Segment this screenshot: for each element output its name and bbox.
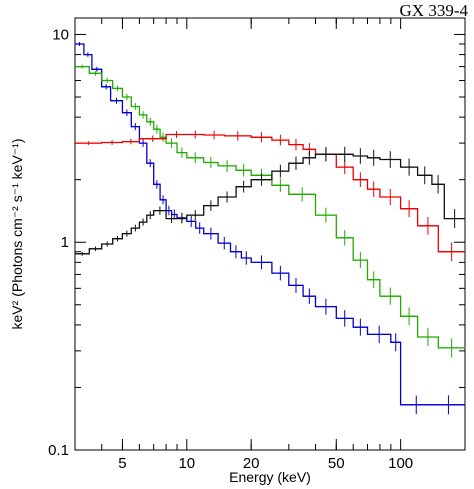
major-ticks bbox=[75, 18, 465, 451]
y-tick-label: 10 bbox=[52, 26, 69, 43]
x-tick-label: 10 bbox=[178, 455, 195, 472]
chart-title: GX 339-4 bbox=[400, 1, 469, 20]
series-layer bbox=[75, 41, 465, 415]
x-tick-label: 100 bbox=[388, 455, 413, 472]
x-tick-label: 20 bbox=[243, 455, 260, 472]
x-tick-label: 50 bbox=[328, 455, 345, 472]
spectrum-series-0 bbox=[75, 41, 465, 415]
y-tick-label: 0.1 bbox=[48, 442, 69, 459]
minor-ticks bbox=[75, 18, 465, 450]
model-step-line bbox=[75, 65, 465, 349]
y-tick-label: 1 bbox=[61, 234, 69, 251]
y-tick-labels: 0.1 1 10 bbox=[48, 26, 69, 459]
x-axis-title: Energy (keV) bbox=[229, 469, 311, 485]
model-step-line bbox=[75, 43, 465, 406]
y-axis-title: keV² (Photons cm⁻² s⁻¹ keV⁻¹) bbox=[9, 139, 25, 330]
spectrum-series-3 bbox=[75, 146, 465, 256]
x-tick-label: 5 bbox=[118, 455, 126, 472]
spectrum-series-1 bbox=[75, 64, 465, 358]
model-step-line bbox=[75, 153, 465, 255]
spectrum-series-2 bbox=[75, 130, 465, 261]
model-step-line bbox=[75, 133, 465, 253]
plot-frame bbox=[74, 17, 466, 451]
x-tick-labels: 5 10 20 50 100 bbox=[118, 455, 413, 472]
